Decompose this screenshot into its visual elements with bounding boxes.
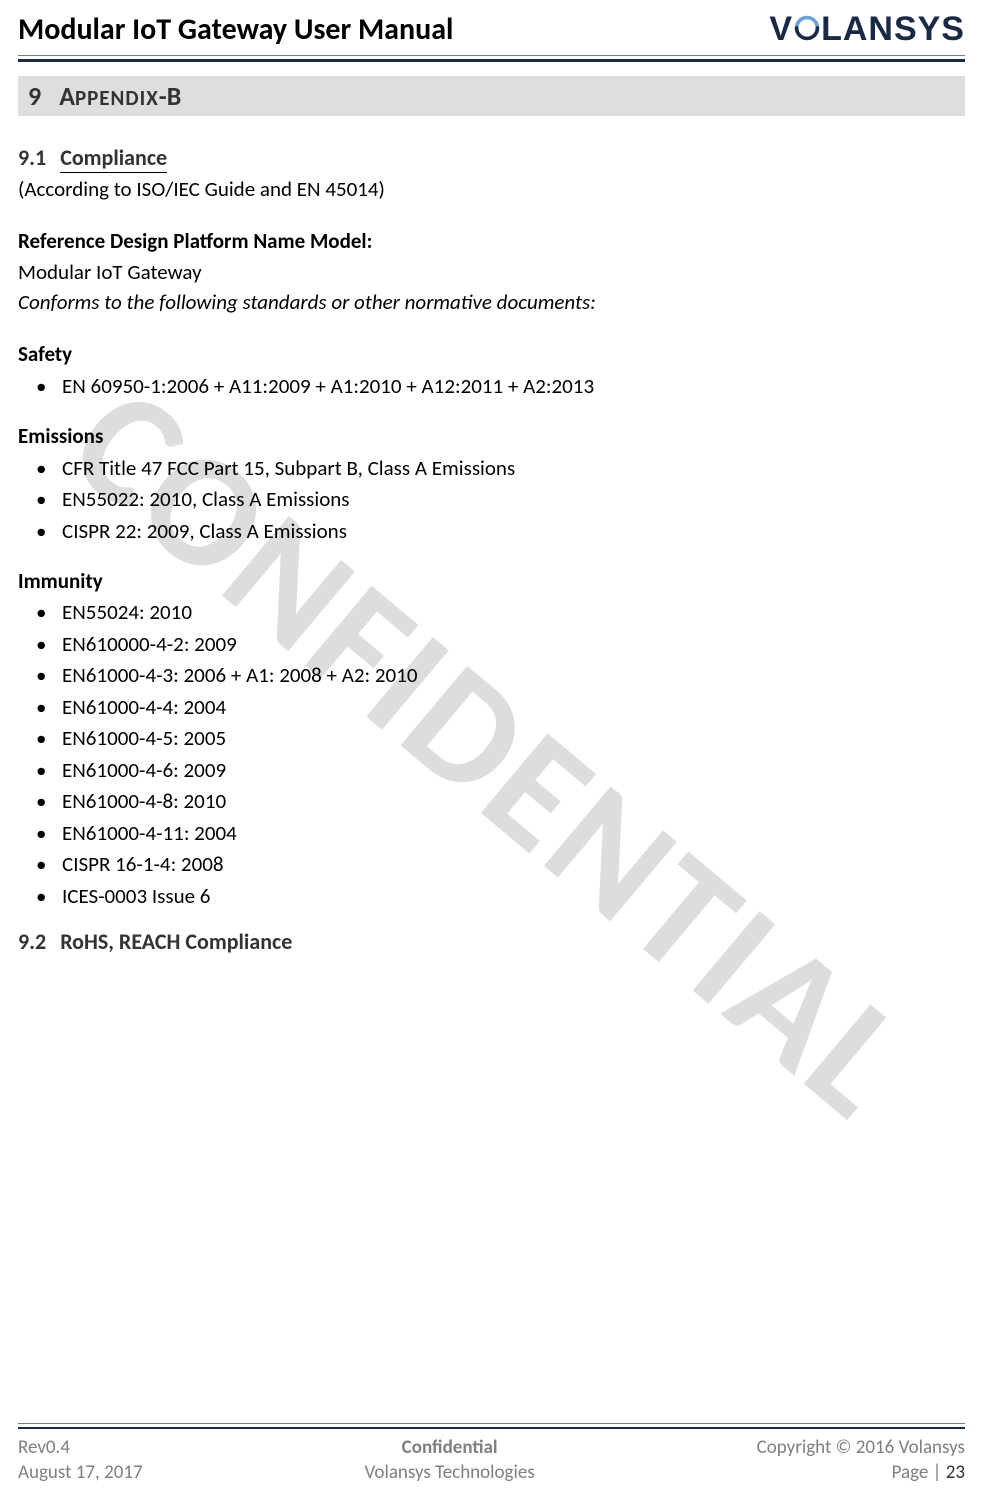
list-item: EN610000-4-2: 2009 [62, 629, 965, 661]
footer-confidential: Confidential [402, 1435, 498, 1461]
list-item: ICES-0003 Issue 6 [62, 881, 965, 913]
list-item: EN61000-4-3: 2006 + A1: 2008 + A2: 2010 [62, 660, 965, 692]
footer-date: August 17, 2017 [18, 1460, 143, 1486]
subsection-9-1-title: Compliance [60, 144, 167, 173]
list-item: EN61000-4-5: 2005 [62, 723, 965, 755]
footer-rule-thin [18, 1423, 965, 1424]
list-item: EN61000-4-4: 2004 [62, 692, 965, 724]
section-number: 9 [28, 80, 41, 112]
emissions-list: CFR Title 47 FCC Part 15, Subpart B, Cla… [18, 453, 965, 548]
logo-text-rest: LANSYS [821, 10, 965, 49]
subsection-9-1-number: 9.1 [18, 144, 46, 171]
immunity-list: EN55024: 2010 EN610000-4-2: 2009 EN61000… [18, 597, 965, 912]
brand-logo: V LANSYS [769, 10, 965, 49]
section-title-suffix: -B [159, 80, 182, 112]
header-rule-thin [18, 55, 965, 56]
section-title-cap: A [59, 80, 75, 112]
subsection-9-2-title: RoHS, REACH Compliance [60, 928, 292, 955]
list-item: EN61000-4-8: 2010 [62, 786, 965, 818]
document-title: Modular IoT Gateway User Manual [18, 11, 453, 48]
safety-list: EN 60950-1:2006 + A11:2009 + A1:2010 + A… [18, 371, 965, 403]
page-footer: Rev0.4 August 17, 2017 Confidential Vola… [0, 1423, 983, 1486]
reference-value: Modular IoT Gateway [18, 258, 965, 286]
footer-company: Volansys Technologies [364, 1460, 534, 1486]
compliance-note: (According to ISO/IEC Guide and EN 45014… [18, 175, 965, 203]
list-item: CISPR 16-1-4: 2008 [62, 849, 965, 881]
emissions-label: Emissions [18, 422, 965, 450]
reference-label: Reference Design Platform Name Model: [18, 227, 965, 255]
immunity-label: Immunity [18, 567, 965, 595]
page-content: 9APPENDIX-B 9.1 Compliance (According to … [0, 62, 983, 955]
list-item: EN61000-4-11: 2004 [62, 818, 965, 850]
footer-page: Page | 23 [892, 1460, 965, 1486]
list-item: CFR Title 47 FCC Part 15, Subpart B, Cla… [62, 453, 965, 485]
footer-copyright: Copyright © 2016 Volansys [757, 1435, 965, 1461]
footer-page-number: 23 [946, 1461, 965, 1484]
safety-label: Safety [18, 340, 965, 368]
footer-left: Rev0.4 August 17, 2017 [18, 1435, 143, 1486]
subsection-9-2-number: 9.2 [18, 928, 46, 955]
section-heading: 9APPENDIX-B [18, 76, 965, 116]
page-header: Modular IoT Gateway User Manual V LANSYS [0, 0, 983, 55]
section-title-sc: PPENDIX [75, 85, 159, 111]
list-item: EN 60950-1:2006 + A11:2009 + A1:2010 + A… [62, 371, 965, 403]
footer-page-label: Page | [892, 1461, 946, 1484]
list-item: EN55022: 2010, Class A Emissions [62, 484, 965, 516]
footer-center: Confidential Volansys Technologies [364, 1435, 534, 1486]
footer-right: Copyright © 2016 Volansys Page | 23 [757, 1435, 965, 1486]
footer-rule-thick [18, 1427, 965, 1429]
logo-swoosh-icon [794, 15, 820, 41]
footer-revision: Rev0.4 [18, 1435, 143, 1461]
logo-letter-v: V [769, 10, 793, 49]
subsection-9-2-heading: 9.2 RoHS, REACH Compliance [18, 928, 965, 955]
subsection-9-1-heading: 9.1 Compliance [18, 144, 965, 171]
conforms-text: Conforms to the following standards or o… [18, 288, 965, 316]
list-item: EN61000-4-6: 2009 [62, 755, 965, 787]
list-item: CISPR 22: 2009, Class A Emissions [62, 516, 965, 548]
list-item: EN55024: 2010 [62, 597, 965, 629]
